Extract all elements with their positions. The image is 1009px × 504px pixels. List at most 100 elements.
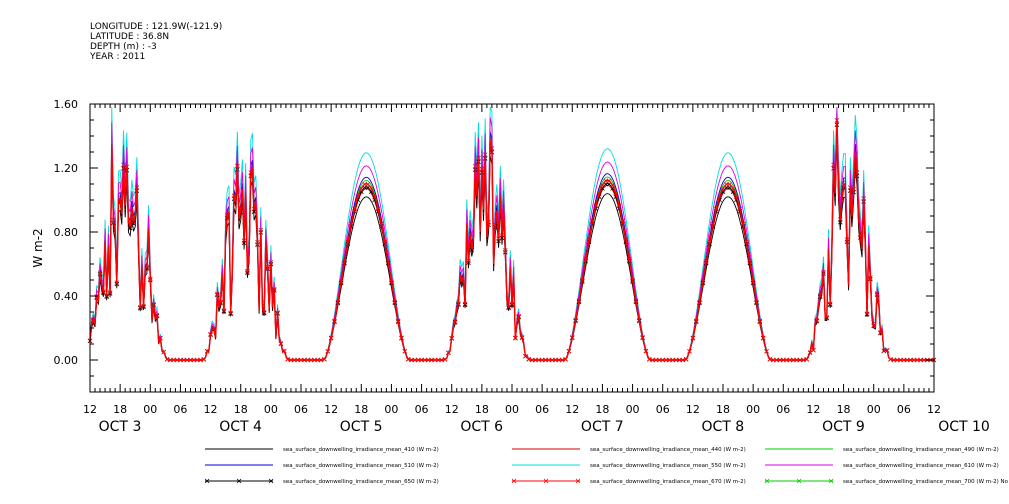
series-marker	[97, 270, 103, 275]
series-marker	[201, 357, 207, 362]
series-marker	[536, 357, 542, 363]
series-marker	[151, 301, 156, 307]
series-marker	[469, 247, 475, 253]
series-marker	[228, 310, 233, 316]
series-marker	[874, 291, 880, 296]
series-marker	[526, 357, 532, 362]
series-marker	[794, 357, 799, 363]
series-marker	[509, 302, 515, 308]
series-marker	[864, 311, 870, 316]
x-tick-label: 00	[264, 403, 278, 416]
series-marker	[342, 258, 347, 264]
series-marker	[801, 357, 806, 363]
series-marker	[623, 237, 629, 242]
series-marker	[181, 357, 187, 363]
x-day-label: OCT 4	[219, 419, 262, 435]
x-day-label: OCT 9	[822, 419, 865, 435]
series-marker	[298, 357, 304, 363]
series-marker	[787, 357, 793, 363]
x-tick-label: 18	[837, 403, 851, 416]
series-marker	[214, 291, 220, 297]
series-marker	[583, 257, 588, 262]
series-marker	[613, 191, 619, 196]
series-marker	[710, 221, 716, 227]
series-marker	[295, 357, 300, 363]
series-marker	[529, 357, 535, 363]
series-marker	[747, 258, 753, 264]
series-marker	[328, 335, 334, 341]
series-marker	[365, 181, 371, 187]
series-marker	[539, 357, 545, 363]
series-marker	[673, 357, 679, 363]
series-marker	[563, 357, 568, 362]
legend-marker	[796, 478, 802, 484]
series-marker	[402, 348, 408, 354]
series-marker	[841, 182, 846, 187]
series-marker	[871, 323, 876, 328]
series-marker	[208, 331, 213, 337]
series-marker	[134, 185, 140, 190]
series-marker	[717, 194, 722, 200]
series-marker	[312, 357, 317, 363]
series-marker	[127, 223, 133, 228]
series-marker	[640, 335, 645, 340]
series-marker	[851, 186, 856, 192]
series-marker	[891, 357, 897, 363]
series-marker	[546, 357, 552, 363]
legend-marker	[511, 478, 517, 484]
series-marker	[533, 357, 538, 363]
series-marker	[422, 357, 428, 363]
series-marker	[248, 170, 254, 175]
series-marker	[379, 221, 384, 227]
series-marker	[764, 348, 769, 354]
series-marker	[466, 260, 471, 266]
series-marker	[707, 239, 712, 245]
series-marker	[506, 304, 511, 310]
x-tick-label: 12	[806, 403, 820, 416]
x-day-label: OCT 8	[701, 419, 744, 435]
series-marker	[687, 348, 692, 354]
series-marker	[198, 357, 203, 363]
meta-latitude: LATITUDE : 36.8N	[90, 32, 170, 42]
series-marker	[211, 326, 217, 332]
series-marker	[261, 309, 267, 315]
series-marker	[904, 357, 910, 363]
x-day-label: OCT 6	[460, 419, 503, 435]
x-tick-label: 12	[324, 403, 338, 416]
series-marker	[292, 357, 297, 363]
series-marker	[884, 348, 890, 353]
series-marker	[452, 319, 458, 324]
series-marker	[620, 219, 625, 224]
series-marker	[372, 194, 377, 200]
series-marker	[261, 310, 267, 316]
series-marker	[724, 181, 729, 187]
series-marker	[462, 301, 468, 307]
x-tick-label: 06	[415, 403, 429, 416]
series-marker	[308, 357, 314, 363]
series-marker	[392, 299, 398, 305]
legend-entry-label: sea_surface_downwelling_irradiance_mean_…	[590, 463, 746, 469]
legend-entry-label: sea_surface_downwelling_irradiance_mean_…	[843, 479, 1009, 485]
y-tick-label: 0.00	[54, 354, 79, 367]
x-tick-label: 00	[867, 403, 881, 416]
legend-marker	[204, 478, 210, 484]
series-marker	[580, 277, 585, 283]
series-marker	[593, 203, 599, 209]
series-marker	[757, 318, 763, 324]
series-marker	[680, 357, 686, 363]
series-marker	[683, 357, 689, 362]
series-marker	[442, 357, 448, 362]
series-marker	[425, 357, 431, 363]
series-marker	[325, 348, 331, 354]
series-marker	[858, 232, 863, 238]
x-tick-label: 18	[475, 403, 489, 416]
series-marker	[690, 335, 696, 341]
series-marker	[395, 318, 401, 324]
series-marker	[831, 162, 836, 168]
series-marker	[245, 270, 250, 276]
x-tick-label: 12	[204, 403, 218, 416]
series-marker	[228, 311, 233, 317]
series-marker	[315, 357, 321, 363]
series-marker	[174, 357, 180, 363]
series-marker	[921, 357, 927, 363]
